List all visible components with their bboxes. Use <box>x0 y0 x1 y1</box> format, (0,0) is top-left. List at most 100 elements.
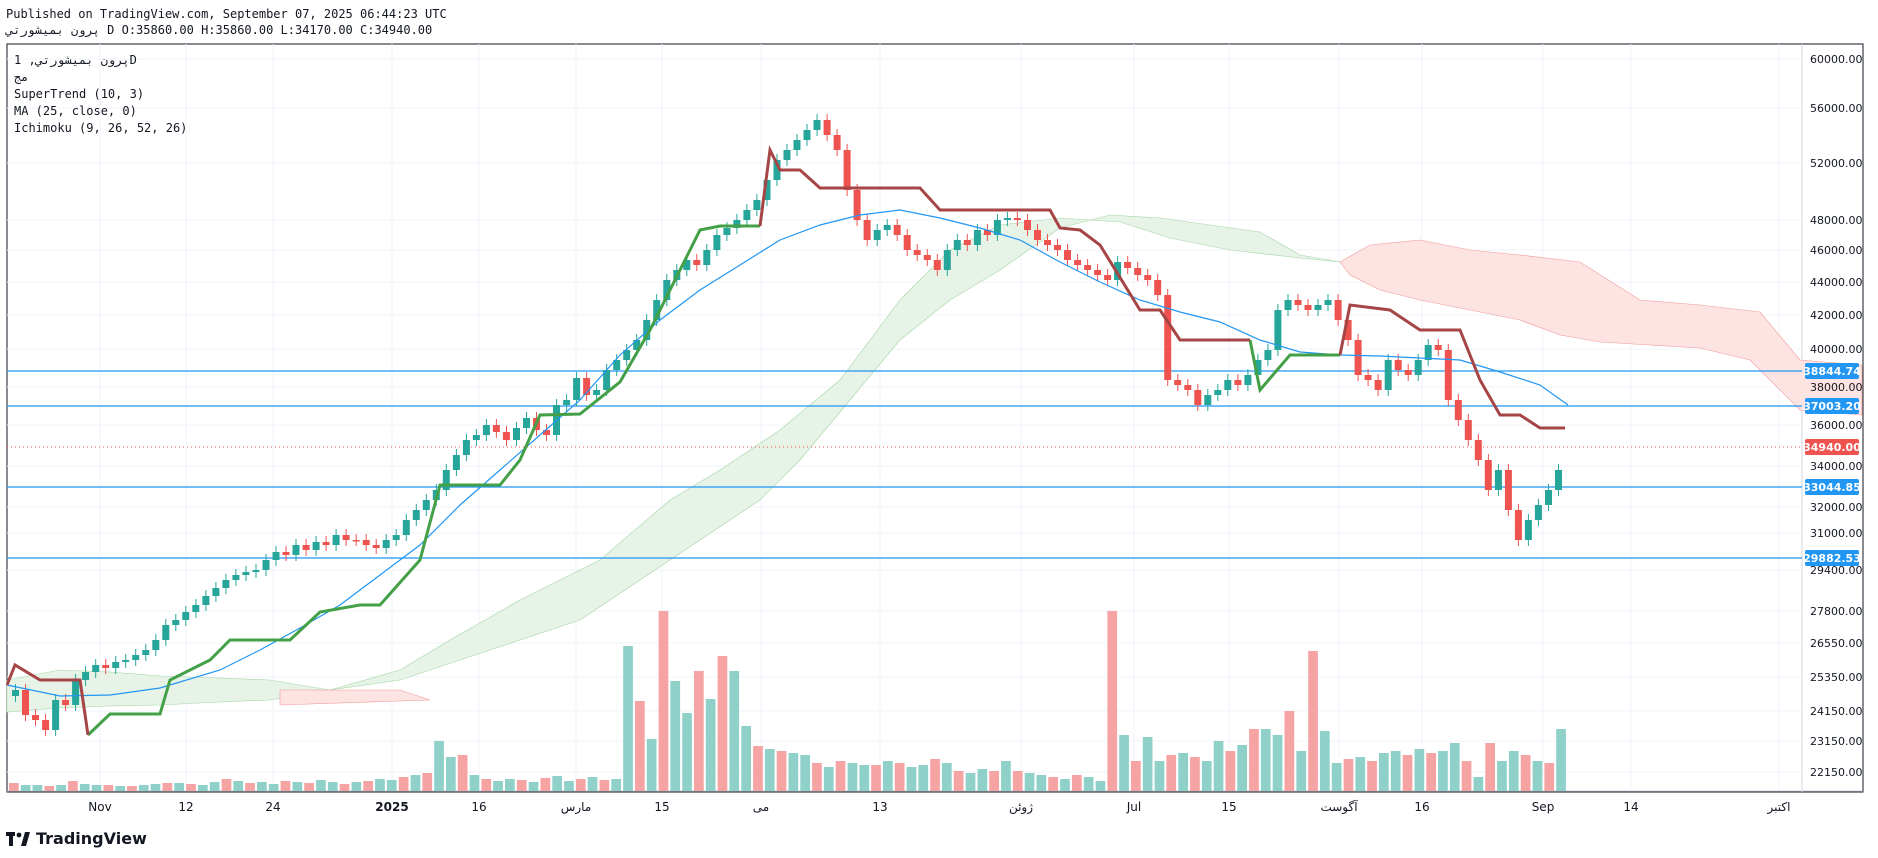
level-price-badge <box>1805 398 1859 414</box>
volume-bar <box>575 779 586 791</box>
volume-bar <box>56 785 66 791</box>
volume-bar <box>209 782 220 791</box>
candle-body <box>963 240 971 245</box>
candle-body <box>492 425 500 432</box>
volume-bar <box>410 775 421 791</box>
candle-body <box>603 370 611 390</box>
candle-body <box>523 418 530 428</box>
volume-bar <box>1556 729 1566 791</box>
volume-bar <box>481 779 492 791</box>
candle-body <box>462 440 470 455</box>
candle-body <box>342 535 350 540</box>
candle-body <box>1264 350 1272 360</box>
price-tick-label: 40000.00 <box>1810 343 1863 356</box>
supertrend-down-line <box>758 144 1250 342</box>
candle-body <box>292 545 300 555</box>
volume-bar <box>1414 749 1425 791</box>
volume-bar <box>1379 753 1389 791</box>
volume-bar <box>1178 753 1188 791</box>
volume-bar <box>705 699 716 791</box>
volume-bar <box>1343 759 1354 791</box>
candle-body <box>232 575 240 580</box>
symbol-ohlc-line: پرون بمیشورتي D O:35860.00 H:35860.00 L:… <box>6 23 433 37</box>
time-tick-label: اکتبر <box>1767 800 1791 815</box>
candle-body <box>392 535 400 540</box>
time-tick-label: 12 <box>178 800 193 814</box>
time-tick-label: 24 <box>265 800 280 814</box>
time-tick-label: 2025 <box>375 800 408 814</box>
candle-body <box>863 220 871 240</box>
candle-body <box>212 588 220 596</box>
volume-bar <box>835 761 846 791</box>
volume-bar <box>540 778 551 791</box>
volume-bar <box>906 767 917 791</box>
candle-body <box>1224 380 1232 390</box>
volume-bar <box>741 726 751 791</box>
candle-body <box>1314 305 1322 310</box>
candle-body <box>472 435 480 440</box>
volume-bar <box>304 783 314 791</box>
volume-bar <box>1284 711 1295 791</box>
volume-bar <box>457 755 468 791</box>
volume-bar <box>32 785 43 791</box>
candle-body <box>1154 280 1162 295</box>
volume-bar <box>257 782 267 791</box>
candle-body <box>82 672 90 680</box>
volume-bar <box>493 781 503 791</box>
candle-body <box>1434 345 1442 350</box>
volume-bar <box>635 701 645 791</box>
legend-supertrend[interactable]: SuperTrend (10, 3) <box>14 87 145 101</box>
volume-bar <box>859 765 870 791</box>
candle-body <box>1134 268 1142 275</box>
candle-body <box>312 542 320 550</box>
candle-body <box>1034 230 1041 240</box>
candle-body <box>943 250 951 270</box>
time-tick-label: 14 <box>1623 800 1638 814</box>
candle-body <box>583 378 591 395</box>
candle-body <box>92 665 100 672</box>
price-tick-label: 29400.00 <box>1810 564 1863 577</box>
candle-body <box>923 255 931 260</box>
candle-body <box>633 340 641 350</box>
price-tick-label: 32000.00 <box>1810 501 1863 514</box>
price-tick-label: 22150.00 <box>1810 766 1863 779</box>
volume-bar <box>1213 741 1224 791</box>
volume-bar <box>1532 761 1543 791</box>
time-tick-label: 16 <box>1414 800 1429 814</box>
candle-body <box>1364 375 1372 380</box>
candle-body <box>1094 270 1102 275</box>
volume-bar <box>788 753 799 791</box>
volume-bar <box>670 681 681 791</box>
volume-bar <box>1331 763 1342 791</box>
candle-body <box>1464 420 1472 440</box>
tradingview-brand[interactable]: TradingView <box>6 829 147 848</box>
candle-body <box>1204 395 1212 405</box>
volume-bar <box>469 775 480 791</box>
supertrend-up-line <box>86 224 760 737</box>
volume-bar <box>1390 751 1401 791</box>
volume-bar <box>552 776 562 791</box>
legend-ichimoku[interactable]: Ichimoku (9, 26, 52, 26) <box>14 121 188 135</box>
candle-body <box>1274 310 1282 350</box>
volume-bar <box>965 773 976 791</box>
volume-bar <box>1272 735 1283 791</box>
supertrend-down-line <box>1338 303 1565 430</box>
price-tick-label: 42000.00 <box>1810 309 1863 322</box>
volume-bar <box>694 671 704 791</box>
volume-bar <box>953 771 964 791</box>
candle-body <box>873 230 881 240</box>
price-tick-label: 26550.00 <box>1810 637 1863 650</box>
candle-body <box>983 230 991 235</box>
volume-bar <box>1131 761 1141 791</box>
volume-bar <box>386 780 397 791</box>
candle-body <box>1254 360 1262 375</box>
time-tick-label: 16 <box>471 800 486 814</box>
volume-bar <box>1520 755 1531 791</box>
candle-body <box>743 210 751 220</box>
time-tick-label: می <box>753 800 769 814</box>
volume-bar <box>327 782 338 791</box>
volume-bar <box>894 763 905 791</box>
volume-bar <box>280 781 291 791</box>
legend-ma[interactable]: MA (25, close, 0) <box>14 104 137 118</box>
